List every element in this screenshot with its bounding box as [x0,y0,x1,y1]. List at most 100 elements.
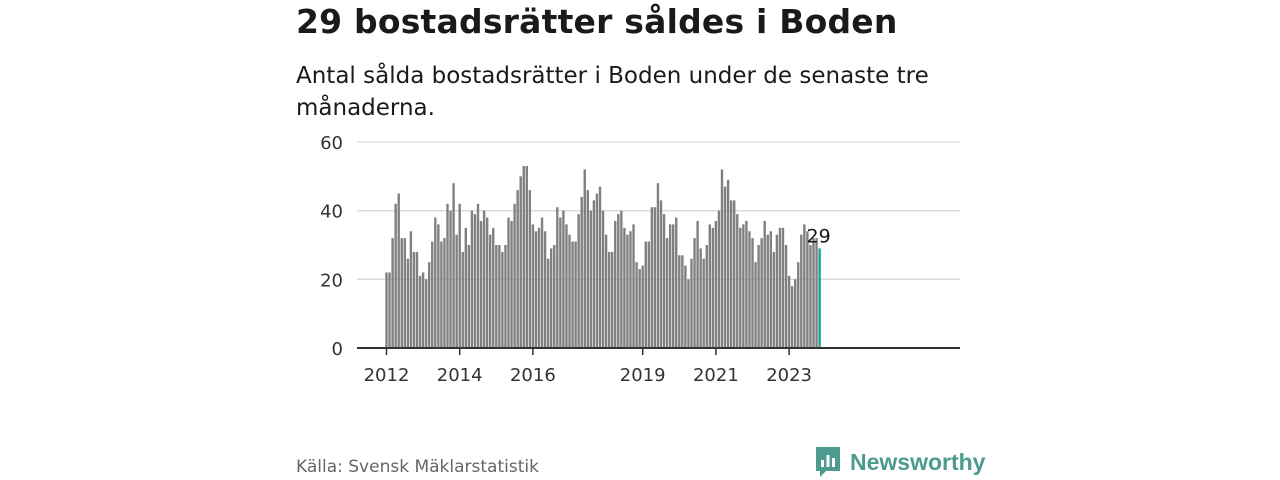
bar [391,238,394,348]
bar [479,220,483,348]
bar [736,214,739,348]
bar [815,238,818,348]
bar [534,231,538,348]
bar [711,227,715,348]
bar [726,179,730,348]
bar [717,210,721,348]
bar [577,214,580,348]
bar [644,241,647,348]
bar [513,203,516,348]
data-label-latest: 29 [807,225,831,247]
bar-highlight [818,248,821,348]
x-tick-label: 2021 [693,365,739,386]
bar [507,217,510,348]
bar [812,238,815,348]
y-tick-label: 40 [320,202,343,223]
x-tick-label: 2012 [364,365,410,386]
bar [452,183,455,348]
bar [809,245,812,348]
bar [650,207,654,348]
bar [418,275,422,348]
bar [647,241,650,348]
bar [690,258,693,348]
bar [574,241,577,348]
bar [388,272,391,348]
bar [412,251,416,348]
bar [668,224,672,348]
bar [665,238,669,348]
bar [778,227,782,348]
bar [723,186,727,348]
bar [498,245,501,348]
bar [739,227,742,348]
bar [525,166,528,348]
bar [714,220,718,348]
bar [424,279,428,348]
bar [406,258,410,348]
bar [775,234,779,348]
bar [431,241,434,348]
bar [772,251,776,348]
bar [400,238,403,348]
bar [528,190,532,348]
bar [687,279,690,348]
brand-name: Newsworthy [850,448,986,475]
bar [614,220,617,348]
bar [568,234,571,348]
bar [678,255,681,348]
bar [720,169,724,348]
bar [586,190,589,348]
bar [492,227,495,348]
bar [675,217,678,348]
bar [467,245,471,348]
bar [409,231,413,348]
bar [806,231,809,348]
x-tick-label: 2014 [437,365,483,386]
bar [766,234,769,348]
bar [434,217,437,348]
bar [473,214,477,348]
bar [440,241,443,348]
bar [659,200,663,348]
bar [550,248,553,348]
bar [516,190,519,348]
bar [443,238,446,348]
bar [794,279,797,348]
bar [592,200,596,348]
bar [598,186,602,348]
bar [604,234,608,348]
bar [790,286,794,348]
brand-logo[interactable]: Newsworthy [814,445,985,479]
bar [449,210,452,348]
bar [632,224,635,348]
bar [623,227,626,348]
bar [699,248,702,348]
bar [784,245,788,348]
bar [702,258,705,348]
bar [489,234,492,348]
bar [656,183,660,348]
bar [556,207,559,348]
bar [611,251,614,348]
bar [571,241,574,348]
bar [546,258,550,348]
bar [394,203,397,348]
data-labels: 29 [807,225,831,247]
bar [421,272,425,348]
bar [705,245,708,348]
bar [537,227,541,348]
bar [769,231,772,348]
bar [757,245,760,348]
bar [800,234,803,348]
bar [455,234,458,348]
bar [403,238,406,348]
bar [748,231,751,348]
bar [510,220,513,348]
x-axis-ticks: 2012 2014 2016 2019 2021 2023 [364,348,812,386]
bar [522,166,525,348]
bar [580,196,583,348]
bar [751,238,754,348]
bar [437,224,440,348]
bar [760,238,763,348]
